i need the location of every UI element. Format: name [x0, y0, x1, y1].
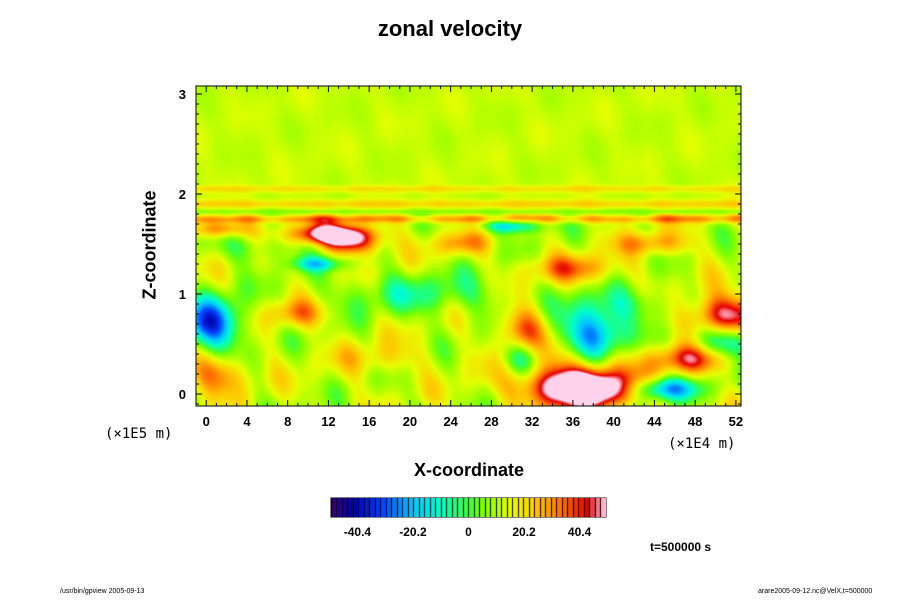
y-tick-label: 1	[179, 287, 186, 302]
colorbar-tick-label: -20.2	[399, 525, 427, 539]
plot-frame	[195, 85, 742, 407]
x-tick-label: 20	[403, 414, 417, 429]
x-tick-label: 28	[484, 414, 498, 429]
footer-left: /usr/bin/gpview 2005-09-13	[60, 588, 145, 595]
colorbar-tick-label: 20.2	[512, 525, 536, 539]
x-axis-label: X-coordinate	[413, 460, 524, 480]
velocity-field-heatmap	[196, 86, 741, 406]
x-tick-label: 16	[362, 414, 376, 429]
chart-title: zonal velocity	[377, 16, 523, 41]
x-tick-label: 12	[321, 414, 335, 429]
x-tick-label: 36	[566, 414, 580, 429]
x-tick-label: 52	[729, 414, 743, 429]
colorbar-tick-label: 0	[465, 525, 472, 539]
x-tick-label: 8	[284, 414, 291, 429]
x-tick-label: 32	[525, 414, 539, 429]
x-tick-label: 44	[647, 414, 662, 429]
x-tick-label: 4	[243, 414, 251, 429]
y-scale-note: (×1E5 m)	[105, 426, 173, 442]
x-tick-label: 40	[606, 414, 620, 429]
y-tick-label: 0	[179, 387, 186, 402]
colorbar-tick-label: 40.4	[568, 525, 592, 539]
footer-right: arare2005-09-12.nc@VelX,t=500000	[758, 588, 873, 595]
colorbar-tick-label: -40.4	[344, 525, 372, 539]
x-tick-label: 48	[688, 414, 702, 429]
colorbar	[331, 498, 606, 517]
x-scale-note: (×1E4 m)	[668, 436, 736, 452]
y-tick-label: 2	[179, 187, 186, 202]
y-tick-label: 3	[179, 87, 186, 102]
x-tick-label: 0	[203, 414, 210, 429]
time-label: t=500000 s	[650, 540, 712, 554]
x-tick-label: 24	[443, 414, 458, 429]
